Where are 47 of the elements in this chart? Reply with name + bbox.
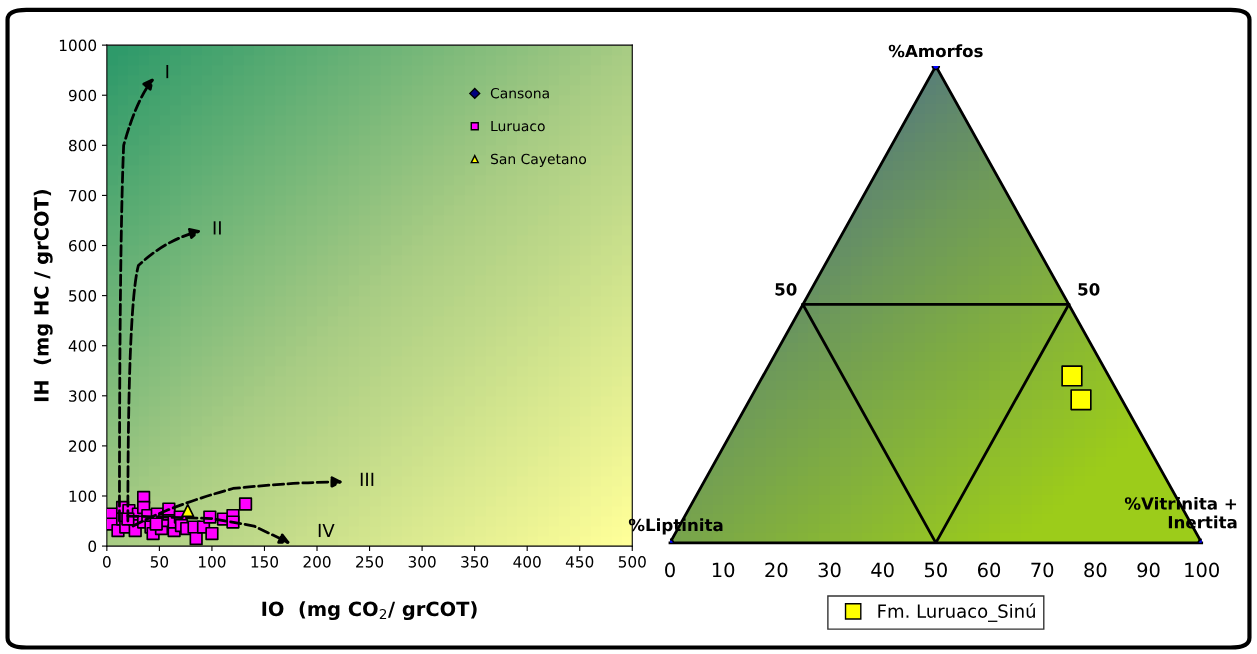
x-tick-label: 40 bbox=[871, 562, 894, 578]
x-tick-label: 300 bbox=[408, 556, 436, 568]
annotation: %Liptinita bbox=[628, 518, 723, 535]
annotation: III bbox=[360, 472, 374, 486]
legend-label: San Cayetano bbox=[490, 153, 587, 167]
x-tick-label: 400 bbox=[513, 556, 541, 568]
x-tick-label: 50 bbox=[150, 556, 169, 568]
y-tick-label: 800 bbox=[69, 139, 97, 152]
x-tick-label: 200 bbox=[303, 556, 331, 568]
y-tick-label: 100 bbox=[69, 490, 97, 503]
x-tick-label: 10 bbox=[712, 562, 735, 578]
x-tick-label: 100 bbox=[1185, 562, 1219, 578]
x-axis-title: IO (mg CO$_{2}$/ grCOT) bbox=[262, 601, 477, 621]
x-tick-label: 60 bbox=[977, 562, 1001, 578]
legend-label: Luruaco bbox=[491, 121, 545, 132]
x-tick-label: 100 bbox=[199, 556, 226, 568]
y-tick-label: 900 bbox=[68, 89, 97, 102]
annotation: I bbox=[166, 65, 169, 79]
annotation: 50 bbox=[1078, 283, 1100, 296]
y-tick-label: 1000 bbox=[59, 39, 97, 52]
y-tick-label: 400 bbox=[68, 340, 97, 352]
x-tick-label: 80 bbox=[1084, 562, 1107, 578]
y-tick-label: 200 bbox=[69, 440, 97, 452]
y-tick-label: 500 bbox=[69, 290, 97, 302]
x-tick-label: 500 bbox=[618, 556, 646, 568]
x-tick-label: 20 bbox=[765, 562, 788, 578]
y-tick-label: 700 bbox=[69, 189, 97, 202]
x-tick-label: 150 bbox=[251, 556, 279, 568]
annotation: IV bbox=[318, 523, 335, 538]
x-tick-label: 90 bbox=[1137, 562, 1160, 578]
x-tick-label: 30 bbox=[818, 562, 841, 578]
legend-label: Fm. Luruaco_Sinú bbox=[878, 603, 1035, 622]
x-tick-label: 450 bbox=[565, 556, 594, 568]
y-axis-title: IH (mg HC / grCOT) bbox=[33, 190, 53, 402]
x-tick-label: 0 bbox=[102, 556, 111, 568]
annotation: II bbox=[213, 221, 221, 235]
legend-label: Cansona bbox=[490, 87, 549, 99]
y-tick-label: 600 bbox=[69, 239, 97, 252]
y-tick-label: 0 bbox=[88, 540, 97, 553]
x-tick-label: 350 bbox=[461, 556, 489, 568]
x-tick-label: 0 bbox=[665, 562, 675, 578]
annotation: %Amorfos bbox=[888, 44, 983, 58]
x-tick-label: 70 bbox=[1031, 562, 1054, 578]
y-tick-label: 300 bbox=[69, 390, 97, 402]
annotation: 50 bbox=[775, 283, 797, 296]
x-tick-label: 250 bbox=[356, 556, 384, 568]
x-tick-label: 50 bbox=[924, 562, 947, 578]
